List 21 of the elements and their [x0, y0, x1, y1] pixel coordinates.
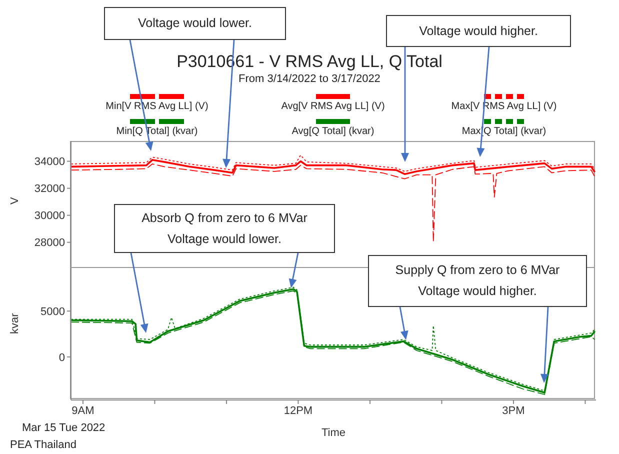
y-tick-label: 32000: [34, 183, 65, 196]
x-tick-label: 9AM: [72, 404, 94, 417]
chart-subtitle: From 3/14/2022 to 3/17/2022: [238, 73, 382, 85]
callout: Supply Q from zero to 6 MVar Voltage would higher.: [368, 255, 587, 307]
y-tick-label: 34000: [34, 156, 65, 168]
x-tick-label: 3PM: [502, 404, 525, 417]
y-tick-label: 30000: [34, 210, 65, 222]
y-tick-label: 28000: [34, 237, 65, 250]
y-tick-label: 5000: [40, 306, 65, 318]
y-axis-title: V: [8, 196, 21, 204]
y-axis-title: kvar: [8, 312, 21, 334]
text: Mar 15 Tue 2022: [22, 421, 106, 436]
x-tick-label: 12PM: [284, 404, 313, 417]
callout: Voltage would lower.: [104, 7, 286, 40]
x-axis-title: Time: [321, 427, 346, 439]
y-tick-label: 0: [58, 352, 65, 364]
callout: Absorb Q from zero to 6 MVar Voltage would lower.: [114, 204, 335, 253]
legend-label: Avg[Q Total] (kvar): [290, 126, 376, 137]
legend-label: Avg[V RMS Avg LL] (V): [280, 101, 386, 112]
callout: Voltage would higher.: [386, 15, 571, 47]
text: PEA Thailand: [10, 438, 78, 453]
